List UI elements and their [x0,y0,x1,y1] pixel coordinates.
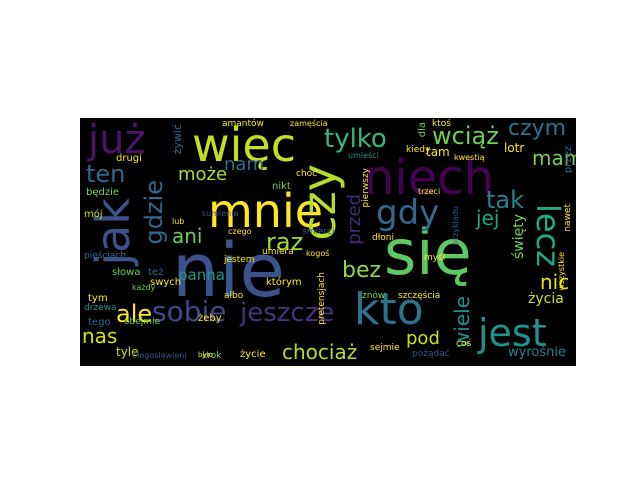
word-pod: pod [406,328,440,349]
word-krok: krok [202,351,222,361]
word-pretensjach: pretensjach [317,272,327,325]
word-panna: panna [178,266,225,284]
word-ten: ten [86,160,126,188]
word-gdzie: gdzie [140,180,168,245]
word-pierwszy: pierwszy [361,168,371,208]
word-mysl: myśl [424,253,446,263]
word-kogos: kogoś [306,249,330,258]
word-cloud: się nie niech kto więc mnie czy już jak … [80,118,576,366]
word-juz: już [88,118,146,163]
word-ani: ani [172,224,203,248]
word-piesciach: pięściach [84,251,127,261]
word-zycia: życia [528,291,564,307]
word-tez: też [148,267,164,278]
word-lub: lub [172,217,185,226]
word-tyle: tyle [116,345,139,359]
word-trzeci: trzeci [418,187,441,196]
word-swych: swych [150,277,182,288]
word-nikt: nikt [272,181,291,192]
word-ale: ale [116,300,153,328]
word-zywic: żywić [171,124,184,155]
word-lotr: lotr [504,141,525,155]
word-sie: się [384,216,472,289]
word-raz: raz [266,228,304,256]
word-mnie: mnie [208,184,324,238]
word-umiesci: umieści [348,151,379,160]
word-blogoslawieni: błogosławieni [132,351,187,360]
word-zycie: życie [240,349,266,360]
word-chociaz: chociaż [282,340,358,364]
word-dla: dla [417,122,428,138]
word-nas: nas [82,324,118,348]
word-wciaz: wciąż [432,122,499,150]
word-tam: tam [426,145,450,159]
word-sejmie: sejmie [370,343,400,353]
word-wyrosnie: wyrośnie [508,345,566,360]
word-gdy: gdy [376,193,440,233]
word-nam: nam [224,154,264,175]
word-wiec: więc [192,118,296,172]
word-kiedy: kiedy [406,145,431,155]
word-albo: albo [224,291,244,301]
word-niech: niech [364,150,495,206]
word-czym: czym [508,118,567,141]
word-bylo: było [198,351,213,359]
word-jej: jej [476,206,500,230]
word-jest: jest [478,311,547,355]
word-kto: kto [354,284,424,335]
word-nic: nic [540,270,570,294]
word-obejmie: obejmie [124,317,161,327]
word-szczescia: szczęścia [398,291,441,301]
word-bedzie: będzie [86,187,120,198]
word-drzewa: drzewa [84,303,117,313]
word-sobie: sobie [152,295,227,328]
word-nawet: nawet [563,204,573,232]
word-tak: tak [486,186,525,214]
word-moze: może [178,164,228,185]
word-mam: mam [532,146,576,170]
word-zeby: żeby [198,313,222,324]
word-drugi: drugi [116,153,142,164]
word-kazdy: każdy [132,283,156,292]
word-tylko: tylko [324,124,387,154]
word-przez: przez [563,146,574,174]
word-slowa: słowa [112,267,141,278]
word-ktos: ktoś [432,119,451,129]
word-choc: choć [296,169,318,179]
word-sumienia: sumienia [202,209,239,218]
word-przykladu: przykładu [451,206,460,246]
word-ktorym: którym [266,277,302,288]
word-czego: czego [228,227,252,236]
word-dloni: dłoni [372,233,394,243]
word-tego: tego [88,317,111,328]
word-amantow: amantów [222,119,264,129]
word-umiera: umiera [262,247,294,257]
word-cos: coś [456,339,472,349]
word-smierci: śmierci [302,227,335,237]
word-moj: mój [84,209,103,220]
word-swiety: święty [511,214,527,260]
word-lecz: lecz [529,204,567,267]
word-jeszcze: jeszcze [240,298,335,328]
word-nie: nie [172,228,285,314]
word-wszystkie: wszystkie [557,252,566,291]
word-jestem: jestem [224,255,255,265]
word-kwestia: kwestią [454,153,485,162]
word-bez: bez [342,258,382,283]
word-znow: znów [362,291,386,301]
word-zamescia: zamęścia [290,119,328,128]
word-pozadac: pożądać [412,349,450,359]
word-tym: tym [88,293,108,304]
